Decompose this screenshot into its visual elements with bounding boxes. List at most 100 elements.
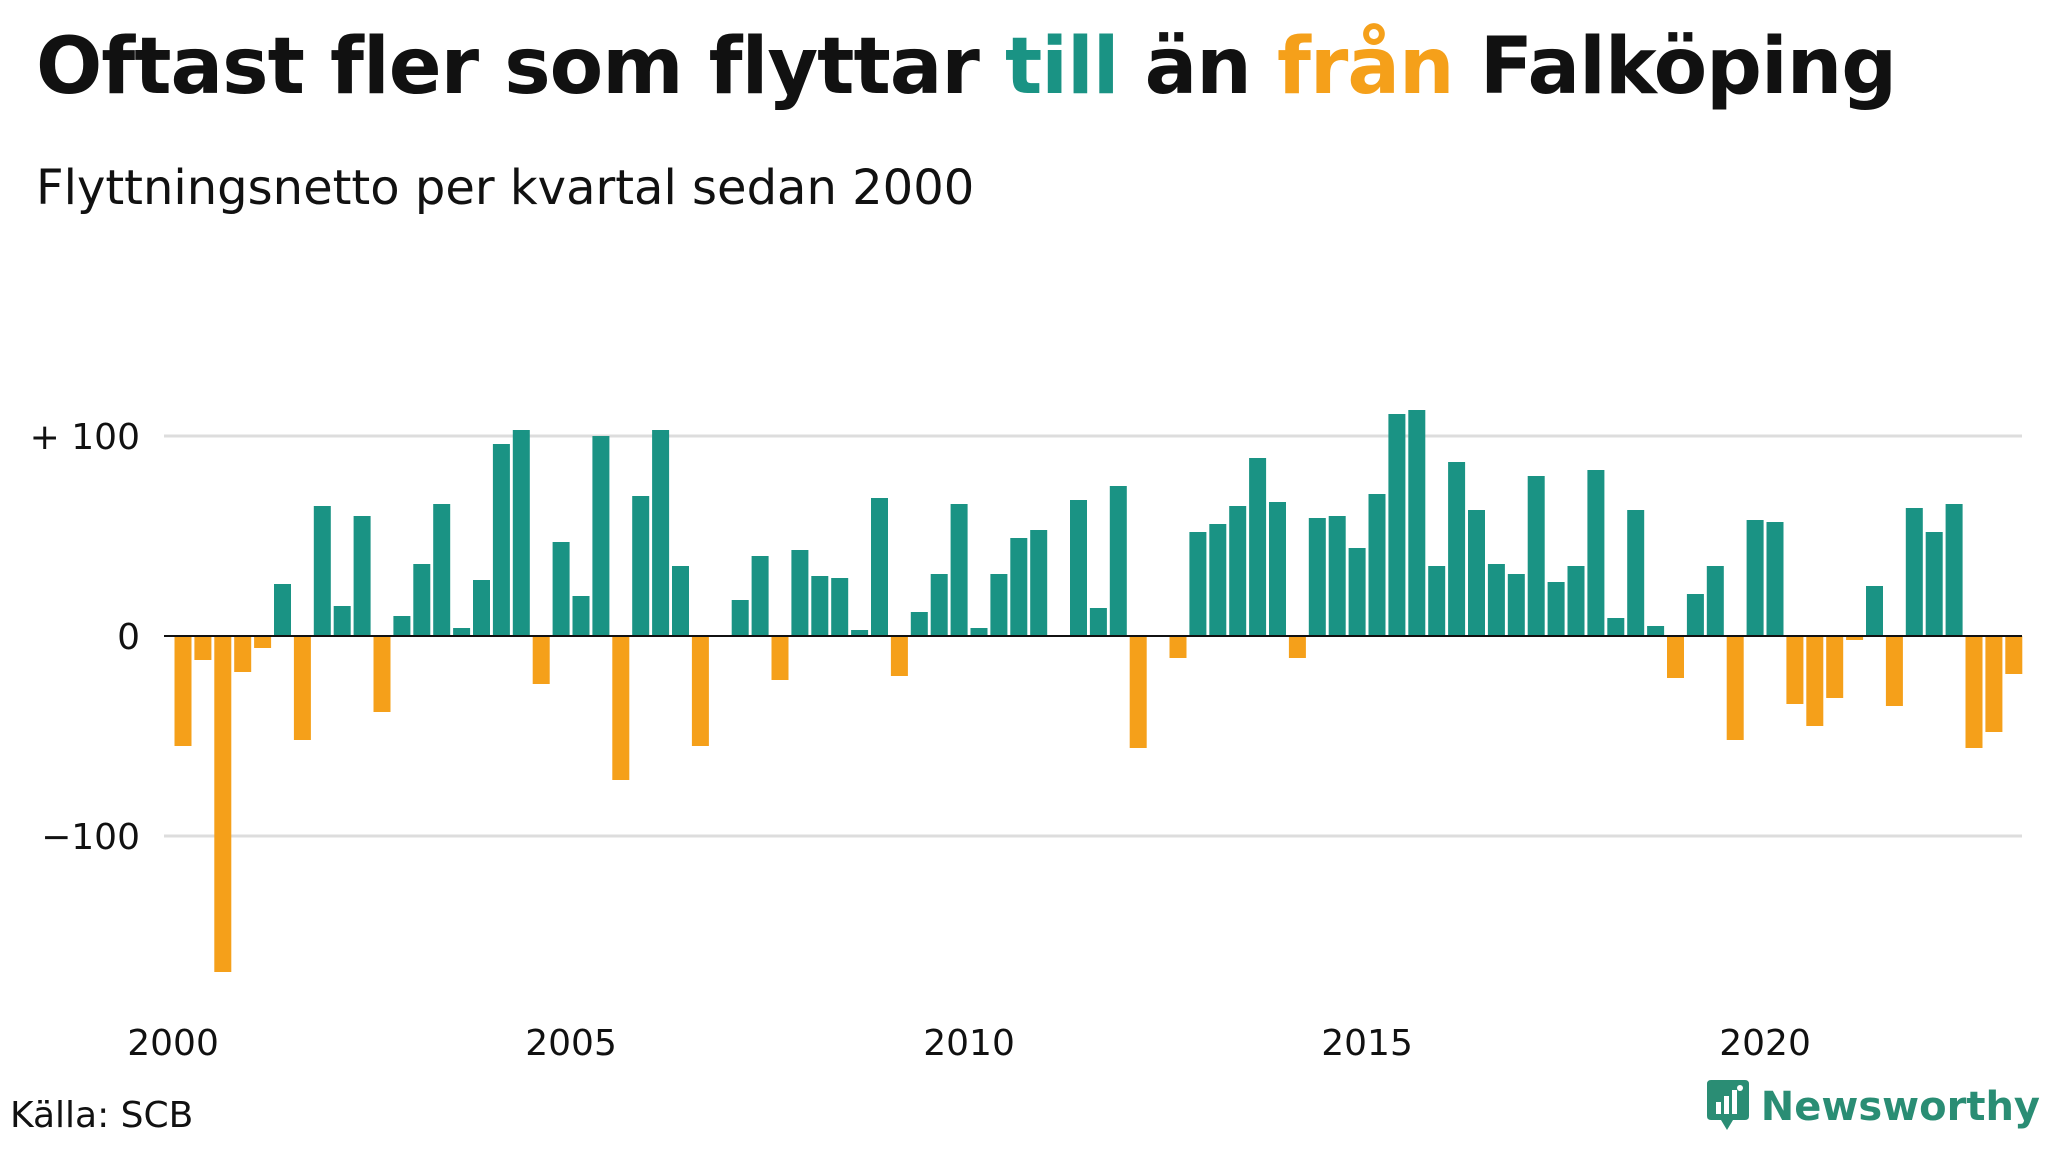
bar (652, 430, 670, 636)
y-tick-label: −100 (41, 817, 140, 858)
x-tick-label: 2010 (923, 1023, 1015, 1064)
bar (512, 430, 530, 636)
bar (1209, 524, 1227, 636)
title-till: till (1005, 22, 1119, 112)
bar (293, 636, 311, 740)
bar (612, 636, 630, 780)
bar (1686, 594, 1704, 636)
bar (1607, 618, 1625, 636)
bar (373, 636, 391, 712)
x-tick-label: 2020 (1719, 1023, 1811, 1064)
title-part-1: Oftast fler som flyttar (36, 22, 1006, 112)
bar (632, 496, 650, 636)
bar (751, 556, 769, 636)
bar (532, 636, 550, 684)
bar (871, 498, 888, 636)
brand-logo[interactable]: Newsworthy (1705, 1078, 2040, 1136)
bar (1487, 564, 1505, 636)
bar (453, 628, 471, 636)
bar (1288, 636, 1306, 658)
source-note: Källa: SCB (10, 1095, 194, 1136)
y-tick-label: + 100 (30, 417, 140, 458)
bar (234, 636, 252, 672)
bar (851, 630, 869, 636)
bar (1249, 458, 1267, 636)
title-part-3: Falköping (1453, 22, 1897, 112)
bar (1647, 626, 1665, 636)
bar (174, 636, 192, 746)
bar (1726, 636, 1744, 740)
bar (1328, 516, 1346, 636)
bar (1348, 548, 1366, 636)
bar (1766, 522, 1784, 636)
bar (333, 606, 351, 636)
bar (1030, 530, 1048, 636)
x-tick-label: 2015 (1321, 1023, 1413, 1064)
bar (572, 596, 590, 636)
bar (413, 564, 431, 636)
bar (473, 580, 490, 636)
bar (1308, 518, 1326, 636)
bar (254, 636, 272, 648)
bar (731, 600, 749, 636)
bar (1368, 494, 1386, 636)
bar (1089, 608, 1107, 636)
bar (1786, 636, 1804, 704)
bar (1109, 486, 1127, 636)
bar (672, 566, 689, 636)
bar (1866, 586, 1883, 636)
bar (1567, 566, 1585, 636)
bar (990, 574, 1008, 636)
bar (1129, 636, 1147, 748)
bars (174, 410, 2023, 972)
bar (950, 504, 968, 636)
chart-subtitle: Flyttningsnetto per kvartal sedan 2000 (36, 160, 975, 216)
bar (791, 550, 809, 636)
bar (1985, 636, 2003, 732)
bar (274, 584, 291, 636)
bar (1965, 636, 1983, 748)
bar (691, 636, 709, 746)
bar (1448, 462, 1466, 636)
bar (1428, 566, 1446, 636)
bar (1905, 508, 1923, 636)
bar (552, 542, 570, 636)
bar (1826, 636, 1844, 698)
bar (2005, 636, 2023, 674)
bar (1408, 410, 1426, 636)
bar (1229, 506, 1247, 636)
y-tick-label: 0 (117, 617, 140, 658)
bar (890, 636, 908, 676)
bar (1706, 566, 1724, 636)
bar (1587, 470, 1605, 636)
bar (1169, 636, 1187, 658)
bar (771, 636, 789, 680)
bar (353, 516, 371, 636)
bar (910, 612, 928, 636)
bar (1806, 636, 1824, 726)
bar (831, 578, 849, 636)
bar (1507, 574, 1525, 636)
bar (1547, 582, 1565, 636)
bar (1746, 520, 1764, 636)
bar (1189, 532, 1207, 636)
bar (1667, 636, 1684, 678)
chart-bubble-icon (1705, 1078, 1751, 1136)
brand-name: Newsworthy (1760, 1084, 2040, 1130)
bar (1885, 636, 1903, 706)
bar (930, 574, 948, 636)
bar (1846, 636, 1864, 640)
bar (1945, 504, 1963, 636)
title-fran: från (1277, 22, 1455, 112)
bar (970, 628, 988, 636)
bar (811, 576, 829, 636)
bar (393, 616, 411, 636)
bar (1388, 414, 1406, 636)
x-tick-label: 2000 (127, 1023, 219, 1064)
bar (1627, 510, 1645, 636)
bar (1925, 532, 1943, 636)
bar (492, 444, 510, 636)
bar (1010, 538, 1028, 636)
bar (214, 636, 232, 972)
